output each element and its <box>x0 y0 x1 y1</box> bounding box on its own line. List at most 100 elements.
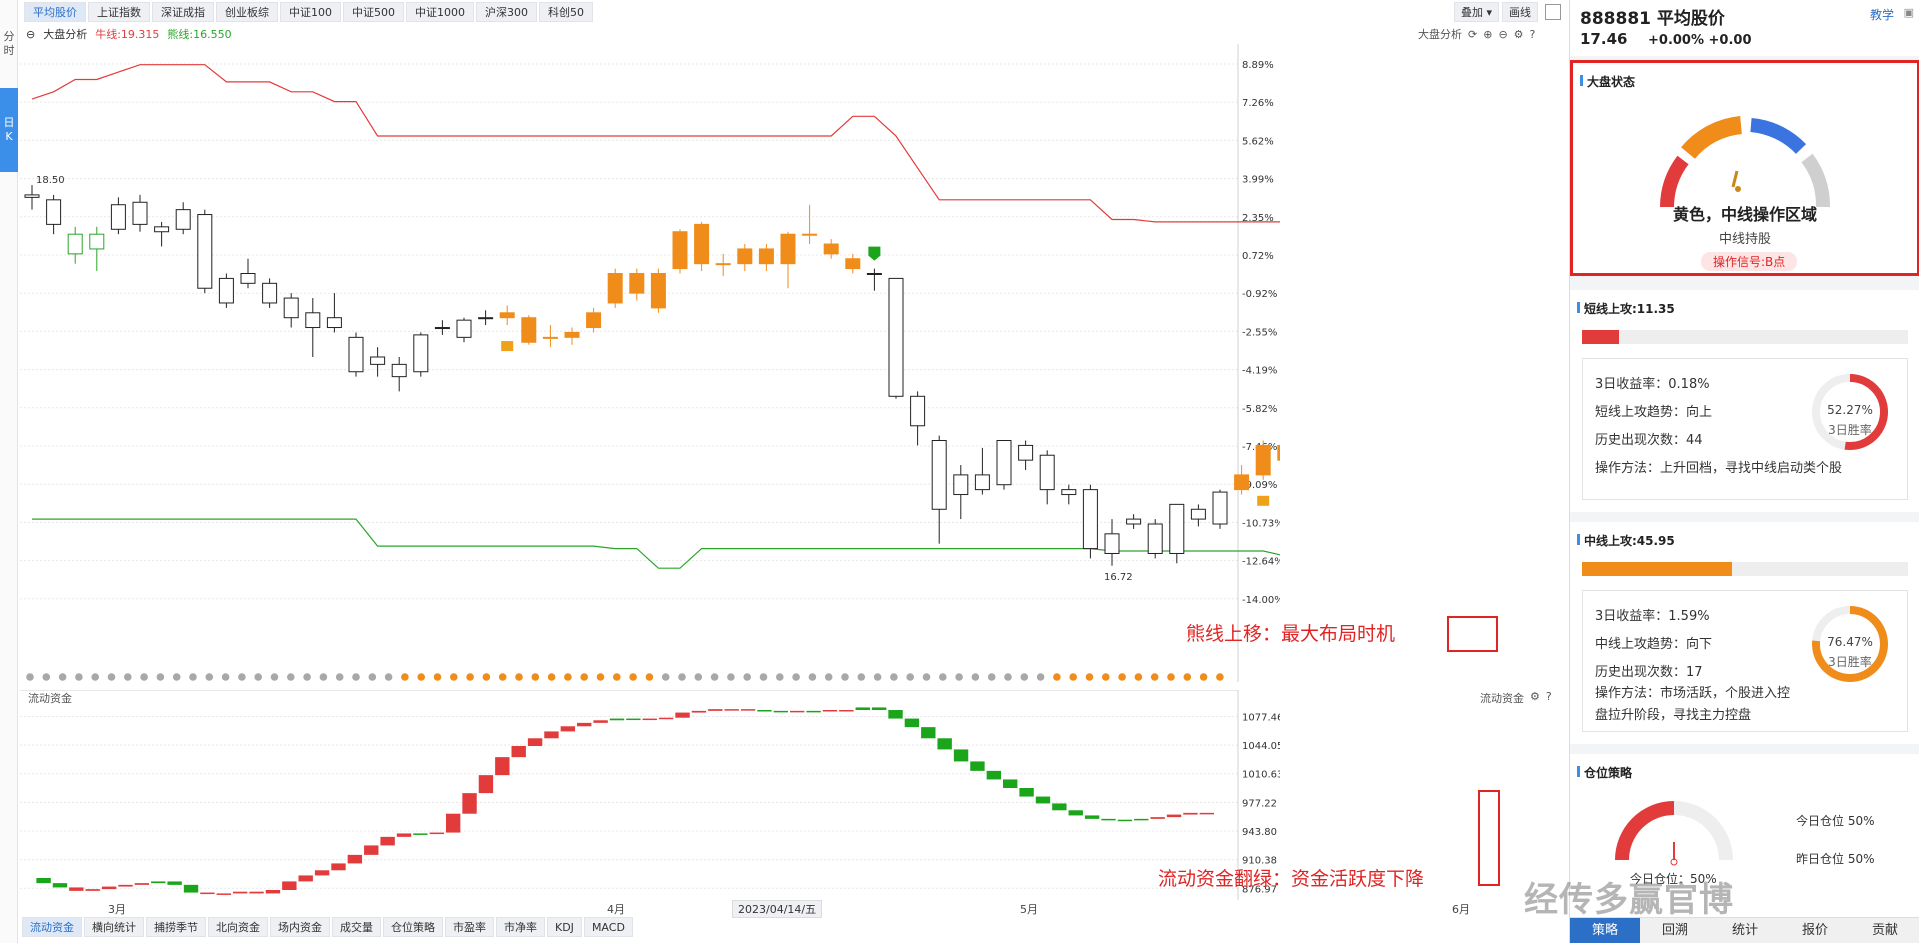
flow-bar <box>151 881 166 884</box>
settings-icon[interactable]: ⚙ <box>1513 27 1524 41</box>
indicator-tab-8[interactable]: 市净率 <box>496 917 545 937</box>
signal-dot <box>401 673 409 681</box>
flow-bar <box>888 710 903 719</box>
signal-dot <box>42 673 51 681</box>
method: 操作方法：市场活跃，个股进入控盘拉升阶段，寻找主力控盘 <box>1595 686 1791 723</box>
legend-collapse-icon[interactable]: ⊖ <box>26 27 36 41</box>
candle-body <box>110 204 126 230</box>
candle-body <box>1104 533 1120 554</box>
help-icon[interactable]: ? <box>1545 690 1552 703</box>
candle <box>758 244 774 272</box>
candle <box>283 293 299 328</box>
panel-tab-3[interactable]: 报价 <box>1801 923 1828 938</box>
candle <box>434 320 450 335</box>
index-tab-2[interactable]: 深证成指 <box>152 2 214 22</box>
flow-bar <box>593 720 608 723</box>
panel-tab-1[interactable]: 回溯 <box>1661 923 1688 938</box>
indicator-tab-0[interactable]: 流动资金 <box>22 917 82 937</box>
indicator-tab-6[interactable]: 仓位策略 <box>383 917 443 937</box>
indicator-tab-5[interactable]: 成交量 <box>332 917 381 937</box>
flow-chart[interactable]: 1077.46 1044.05 1010.63 977.22 943.80 910.38 8… <box>20 690 1280 900</box>
teach-link[interactable]: 教学 <box>1869 8 1894 22</box>
panel-tab-0[interactable]: 策略 <box>1570 918 1640 943</box>
signal-dot <box>1118 673 1126 681</box>
candle <box>694 221 710 272</box>
signal-dot <box>776 673 784 681</box>
indicator-tab-4[interactable]: 场内资金 <box>270 917 330 937</box>
index-tab-1[interactable]: 上证指数 <box>88 2 150 22</box>
flow-bar <box>232 891 248 894</box>
panel-tab-4[interactable]: 贡献 <box>1871 923 1898 938</box>
grid-layout-icon[interactable] <box>1545 4 1561 20</box>
candle-body <box>175 209 191 230</box>
flow-bar <box>724 709 739 711</box>
indicator-tab-9[interactable]: KDJ <box>547 917 582 937</box>
indicator-tab-3[interactable]: 北向资金 <box>208 917 268 937</box>
signal-dot <box>1199 673 1208 681</box>
flow-bar <box>921 727 936 739</box>
bull-line <box>31 64 1280 223</box>
signal-dot <box>1069 673 1077 681</box>
candle <box>586 307 602 333</box>
y-axis-label: 1010.63 <box>1242 770 1280 781</box>
flow-bar <box>101 886 117 890</box>
remove-icon[interactable]: ⊖ <box>1498 27 1508 41</box>
candle-body <box>262 282 278 304</box>
candle <box>953 465 969 520</box>
signal-dot <box>1020 673 1029 681</box>
candle-body <box>1147 523 1163 554</box>
signal-dot <box>939 673 947 681</box>
indicator-tab-10[interactable]: MACD <box>583 917 633 937</box>
candle <box>1018 440 1034 470</box>
y-axis-label: 5.62% <box>1242 136 1274 147</box>
signal-dot <box>580 673 588 681</box>
signal-dot <box>466 673 474 681</box>
index-tab-8[interactable]: 科创50 <box>539 2 593 22</box>
flow-bar <box>183 884 199 893</box>
position-gauge <box>1615 801 1733 866</box>
gauge-pivot <box>1735 186 1741 192</box>
flow-bar <box>904 718 920 728</box>
signal-dot <box>384 673 393 681</box>
flow-bar <box>1183 812 1198 815</box>
position-current: 今日仓位：50% <box>1630 872 1717 886</box>
high-price-label: 18.50 <box>36 175 65 186</box>
candle-body <box>521 317 537 343</box>
period-tab-minute[interactable]: 分时 <box>0 30 18 58</box>
flow-highlight-box <box>1478 790 1500 886</box>
draw-line-button[interactable]: 画线 <box>1502 2 1539 22</box>
signal-dot <box>303 673 311 681</box>
x-axis-label: 3月 <box>108 903 126 916</box>
candle-body <box>89 233 105 250</box>
index-tab-4[interactable]: 中证100 <box>280 2 341 22</box>
refresh-icon[interactable]: ⟳ <box>1468 27 1478 41</box>
candle <box>607 268 623 308</box>
signal-dot <box>75 673 83 681</box>
sell-signal-icon <box>868 246 881 261</box>
candle <box>46 194 62 235</box>
kline-chart[interactable]: 8.89% 7.26% 5.62% 3.99% 2.35% 0.72% -0.92% -2.5… <box>20 44 1280 682</box>
index-tab-0[interactable]: 平均股价 <box>24 2 86 22</box>
indicator-tab-2[interactable]: 捕捞季节 <box>146 917 206 937</box>
flow-bar <box>265 890 281 894</box>
indicator-tab-7[interactable]: 市盈率 <box>445 917 494 937</box>
indicator-tab-1[interactable]: 横向统计 <box>84 917 144 937</box>
collapse-icon[interactable]: ▣ <box>1903 6 1914 19</box>
panel-tab-2[interactable]: 统计 <box>1731 923 1758 938</box>
signal-dot <box>498 673 507 681</box>
flow-bar <box>495 757 510 776</box>
index-tab-7[interactable]: 沪深300 <box>476 2 537 22</box>
y-axis-label: -5.82% <box>1242 404 1277 415</box>
index-tab-6[interactable]: 中证1000 <box>406 2 474 22</box>
candle <box>262 278 278 308</box>
index-tab-5[interactable]: 中证500 <box>343 2 404 22</box>
settings-icon[interactable]: ⚙ <box>1530 690 1540 703</box>
y-axis-label: 0.72% <box>1242 251 1274 262</box>
index-tab-3[interactable]: 创业板综 <box>216 2 278 22</box>
overlay-button[interactable]: 叠加 ▾ <box>1454 2 1500 22</box>
add-icon[interactable]: ⊕ <box>1483 27 1493 41</box>
help-icon[interactable]: ? <box>1529 27 1536 41</box>
flow-bar <box>118 884 133 887</box>
flow-bar <box>1019 788 1034 797</box>
